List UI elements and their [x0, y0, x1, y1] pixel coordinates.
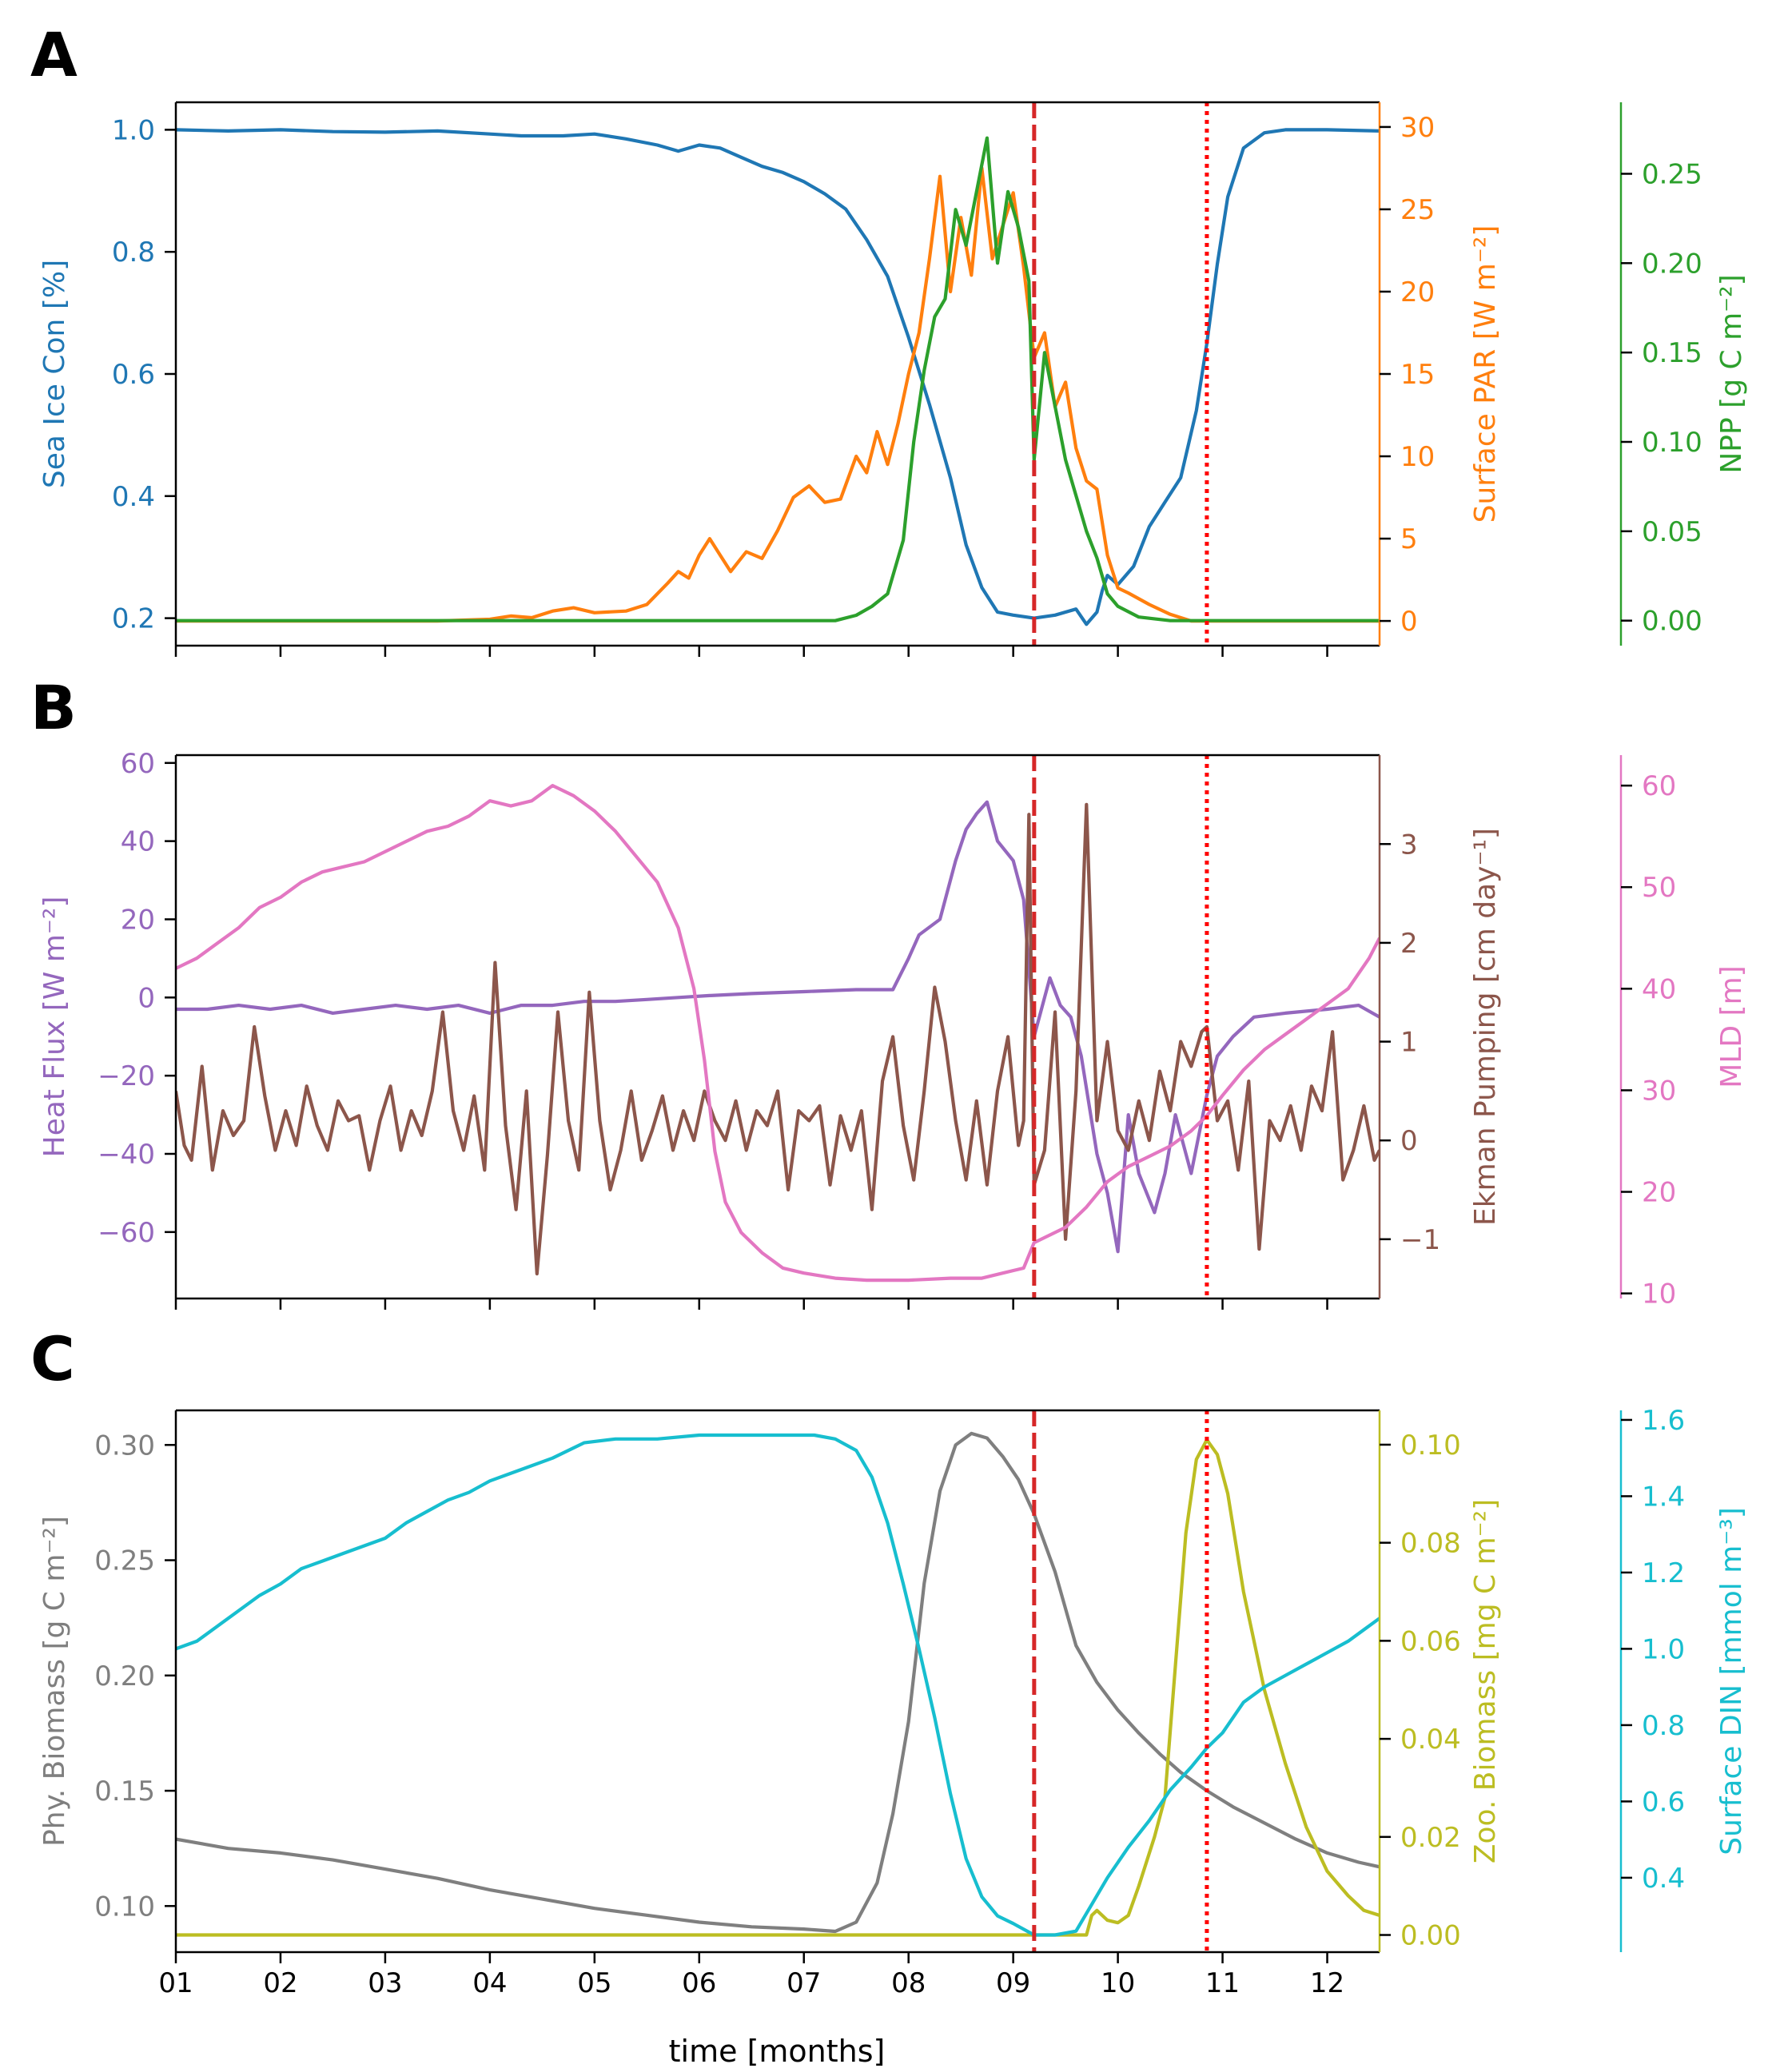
y-tick-label: 0.25 — [94, 1545, 155, 1577]
y-tick-label: 0.08 — [1400, 1528, 1461, 1560]
y-axis-label-1: Phy. Biomass [g C m⁻²] — [38, 1516, 71, 1847]
y-tick-label: 20 — [121, 904, 155, 936]
panel-a: 0.2 0.4 0.6 0.8 1.0 Sea Ice Con [%] 0 5 10 15 20 25… — [38, 101, 1748, 657]
x-tick-label: 09 — [996, 1967, 1030, 1999]
x-tick-label: 08 — [891, 1967, 926, 1999]
y-tick-label: 0.8 — [112, 237, 155, 268]
y-tick-label: 0 — [1400, 606, 1418, 638]
y-tick-label: −20 — [98, 1060, 155, 1092]
y-tick-label: 0.25 — [1642, 158, 1702, 190]
y-tick-label: 0 — [1400, 1125, 1418, 1157]
x-tick-label: 04 — [472, 1967, 507, 1999]
x-axis-label: time [months] — [669, 2034, 886, 2069]
y-tick-label: 30 — [1642, 1075, 1676, 1107]
y-tick-label: 0.10 — [1400, 1430, 1461, 1462]
y-tick-label: 0.20 — [1642, 248, 1702, 280]
x-tick-label: 03 — [368, 1967, 402, 1999]
y-tick-label: 0.06 — [1400, 1625, 1461, 1657]
series-c-2-line — [176, 1438, 1380, 1937]
y-tick-label: 0.6 — [1642, 1786, 1685, 1818]
y-tick-label: 50 — [1642, 872, 1676, 904]
y-tick-label: 40 — [1642, 973, 1676, 1005]
series-c-1-line — [176, 1431, 1380, 1934]
y-tick-label: 1 — [1400, 1027, 1418, 1059]
y-tick-label: 0.2 — [112, 603, 155, 635]
x-tick-label: 11 — [1205, 1967, 1240, 1999]
series-b-1-line — [176, 800, 1380, 1254]
y-tick-label: 0.04 — [1400, 1724, 1461, 1756]
x-tick-label: 01 — [158, 1967, 193, 1999]
y-axis-label-1: Sea Ice Con [%] — [38, 260, 71, 488]
y-axis-label-2: Zoo. Biomass [mg C m⁻²] — [1469, 1499, 1502, 1863]
y-tick-label: 0.30 — [94, 1430, 155, 1462]
x-tick-label: 07 — [786, 1967, 821, 1999]
y-tick-label: 0.05 — [1642, 516, 1702, 548]
y-tick-label: 0.10 — [94, 1891, 155, 1923]
y-tick-label: 0.4 — [112, 481, 155, 513]
y-tick-label: 1.2 — [1642, 1557, 1685, 1589]
panel-letter-b: B — [30, 672, 77, 743]
y-tick-label: 60 — [1642, 770, 1676, 802]
series-a-2-line — [176, 166, 1380, 623]
y-tick-label: 1.6 — [1642, 1405, 1685, 1437]
y-tick-label: 1.4 — [1642, 1481, 1685, 1513]
y-axis-label-3: MLD [m] — [1715, 965, 1748, 1088]
series-b-2-line — [176, 802, 1380, 1276]
y-axis-label-3: NPP [g C m⁻²] — [1715, 274, 1748, 473]
y-tick-label: 0.20 — [94, 1660, 155, 1692]
y-tick-label: 0.02 — [1400, 1822, 1461, 1854]
y-tick-label: 0 — [137, 982, 155, 1014]
y-tick-label: 10 — [1642, 1279, 1676, 1310]
y-axis-label-1: Heat Flux [W m⁻²] — [38, 897, 71, 1158]
y-tick-label: 0.15 — [1642, 337, 1702, 369]
y-tick-label: −60 — [98, 1217, 155, 1249]
y-tick-label: 0.6 — [112, 359, 155, 391]
series-b-3-line — [176, 784, 1380, 1283]
x-tick-label: 05 — [577, 1967, 611, 1999]
y-tick-label: 3 — [1400, 829, 1418, 861]
y-tick-label: −40 — [98, 1139, 155, 1171]
series-c-3-line — [176, 1433, 1380, 1937]
y-tick-label: 0.8 — [1642, 1710, 1685, 1742]
x-tick-label: 02 — [263, 1967, 297, 1999]
y-tick-label: 1.0 — [1642, 1633, 1685, 1665]
x-tick-label: 10 — [1101, 1967, 1135, 1999]
y-tick-label: 10 — [1400, 441, 1435, 473]
y-tick-label: 60 — [121, 748, 155, 780]
y-tick-label: 20 — [1642, 1177, 1676, 1209]
y-tick-label: 30 — [1400, 112, 1435, 144]
y-tick-label: 0.00 — [1400, 1920, 1461, 1952]
panel-c: 01 02 03 04 05 06 07 08 09 10 11 12 0.10 0.15 0.20 0.25… — [38, 1405, 1748, 1999]
y-axis-label-2: Surface PAR [W m⁻²] — [1469, 225, 1502, 523]
y-tick-label: 40 — [121, 826, 155, 858]
y-tick-label: 5 — [1400, 523, 1418, 555]
x-tick-label: 12 — [1310, 1967, 1344, 1999]
y-tick-label: 0.10 — [1642, 427, 1702, 459]
y-tick-label: 0.4 — [1642, 1863, 1685, 1895]
panel-letter-c: C — [30, 1323, 75, 1394]
panel-letter-a: A — [30, 19, 78, 90]
y-tick-label: 1.0 — [112, 114, 155, 146]
series-a-3-line — [176, 136, 1380, 622]
panel-b: −60 −40 −20 0 20 40 60 Heat Flux [W m⁻²] −1 0 1 2 3 E… — [38, 748, 1748, 1310]
y-tick-label: 2 — [1400, 928, 1418, 960]
y-tick-label: 25 — [1400, 194, 1435, 226]
y-tick-label: 15 — [1400, 359, 1435, 391]
x-tick-label: 06 — [682, 1967, 716, 1999]
series-a-1-line — [176, 128, 1380, 626]
y-tick-label: 20 — [1400, 276, 1435, 308]
y-tick-label: 0.15 — [94, 1776, 155, 1808]
y-axis-label-2: Ekman Pumping [cm day⁻¹] — [1469, 828, 1502, 1226]
y-tick-label: 0.00 — [1642, 606, 1702, 638]
y-axis-label-3: Surface DIN [mmol m⁻³] — [1715, 1507, 1748, 1855]
y-tick-label: −1 — [1400, 1224, 1440, 1256]
